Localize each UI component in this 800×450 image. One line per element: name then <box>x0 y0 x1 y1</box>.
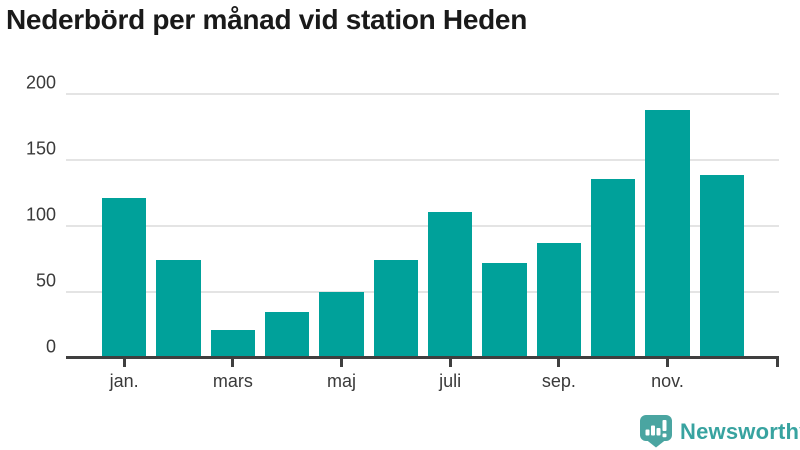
y-axis-tick-label: 150 <box>25 138 56 159</box>
gridline-150 <box>66 159 779 161</box>
bar-jan. <box>102 198 147 358</box>
bar-apr. <box>264 311 310 358</box>
y-axis: 0 50 100 150 200 <box>0 73 56 358</box>
x-axis-label-nov.: nov. <box>651 371 684 391</box>
bar-juni <box>373 260 418 358</box>
bar-okt. <box>590 178 636 358</box>
y-axis-tick-label: 50 <box>35 270 56 291</box>
bar-series <box>102 94 744 358</box>
newsworthy-logo-text: Newsworthy <box>680 418 800 444</box>
plot-area: jan. mars maj juli sep. nov. <box>66 93 779 391</box>
x-axis-end-tick <box>776 358 779 367</box>
x-axis-tick-mars <box>231 358 235 367</box>
y-axis-tick-label: 200 <box>25 72 56 93</box>
gridline-100 <box>66 225 779 227</box>
x-axis-label-sep.: sep. <box>541 371 576 391</box>
x-axis-label-jan.: jan. <box>109 371 139 391</box>
logo-exclamation-stroke <box>662 420 667 431</box>
bar-dec. <box>699 174 744 358</box>
x-axis-tick-sep. <box>557 358 561 367</box>
y-axis-tick-label: 0 <box>45 336 56 357</box>
gridline-50 <box>66 291 779 293</box>
x-axis-label-maj: maj <box>326 371 357 391</box>
logo-bar-1 <box>645 429 650 436</box>
x-axis-tick-jan. <box>122 358 126 367</box>
gridline-200 <box>66 93 779 95</box>
x-axis-label-mars: mars <box>212 371 253 391</box>
bar-juli <box>427 211 473 358</box>
x-axis-line <box>66 356 779 359</box>
bar-nov. <box>645 109 690 358</box>
bar-mars <box>210 330 255 358</box>
x-axis-label-juli: juli <box>439 371 462 391</box>
logo-bar-2 <box>651 425 655 436</box>
bar-sep. <box>536 243 581 358</box>
bar-maj <box>319 292 364 358</box>
bar-aug. <box>482 263 527 358</box>
y-axis-tick-label: 100 <box>25 204 56 225</box>
newsworthy-chart-bubble-icon <box>640 415 672 448</box>
logo-bar-3 <box>656 428 661 436</box>
x-axis-tick-juli <box>448 358 452 367</box>
x-axis-tick-maj <box>340 358 343 367</box>
newsworthy-logo[interactable]: Newsworthy <box>640 415 800 448</box>
x-axis-tick-nov. <box>666 358 669 367</box>
chart-title: Nederbörd per månad vid station Heden <box>6 4 527 35</box>
logo-exclamation-dot <box>662 433 667 438</box>
bar-feb. <box>156 260 201 358</box>
